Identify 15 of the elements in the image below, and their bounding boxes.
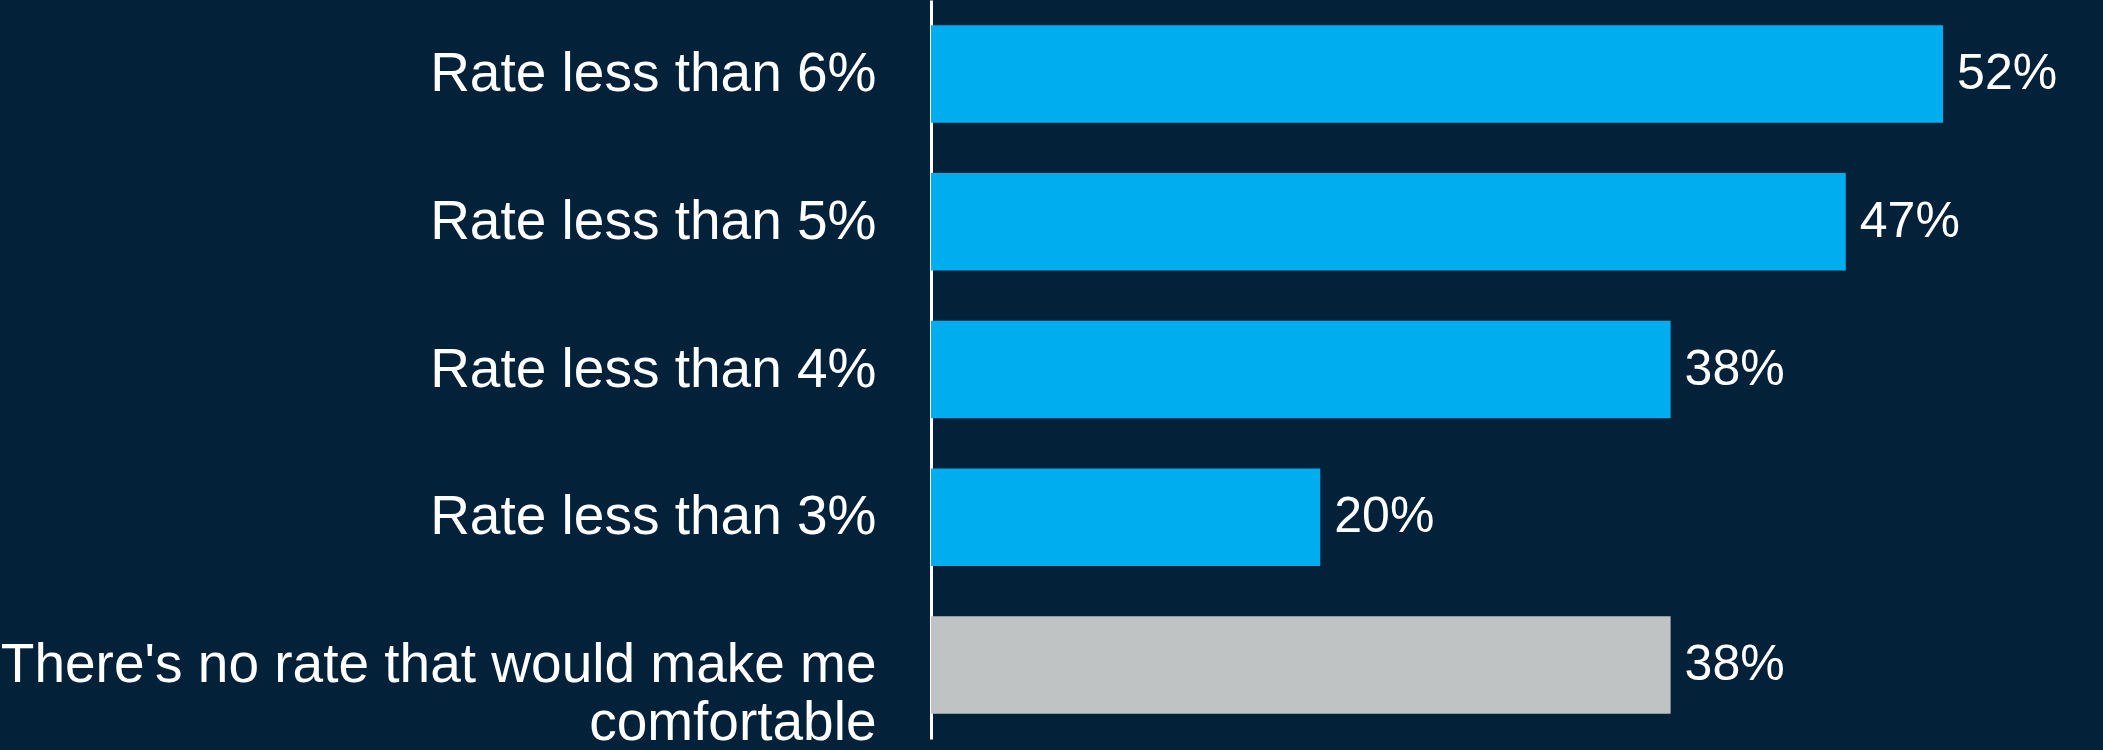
- y-tick-label: Rate less than 5%: [430, 188, 877, 251]
- bar: [931, 468, 1321, 567]
- data-label: 47%: [1859, 191, 1960, 248]
- data-label: 20%: [1334, 487, 1435, 544]
- bar: [931, 25, 1944, 123]
- data-label: 38%: [1684, 339, 1785, 396]
- data-label: 38%: [1684, 635, 1785, 692]
- y-tick-label: Rate less than 6%: [430, 40, 877, 103]
- bar: [931, 320, 1671, 419]
- y-tick-label: Rate less than 3%: [430, 484, 877, 547]
- y-tick-label: Rate less than 4%: [430, 336, 877, 399]
- y-tick-label: There's no rate that would make me comfortable: [0, 632, 877, 750]
- bar: [931, 172, 1846, 271]
- data-label: 52%: [1957, 43, 2058, 100]
- bar: [931, 616, 1671, 714]
